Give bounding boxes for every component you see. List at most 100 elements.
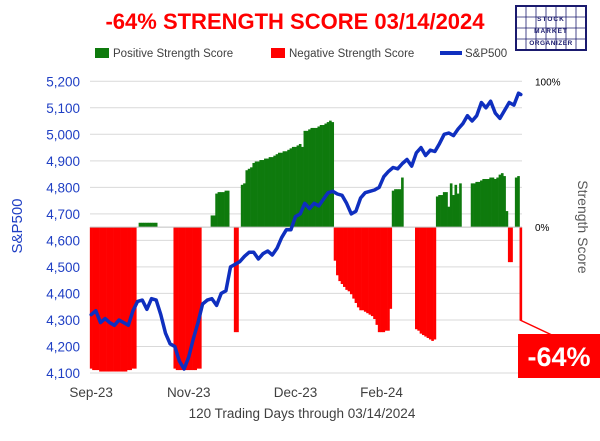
strength-bar <box>178 227 181 371</box>
strength-bar <box>140 222 144 228</box>
strength-bar <box>449 183 453 228</box>
strength-bar <box>438 195 441 228</box>
strength-bar <box>243 183 246 228</box>
strength-bar <box>505 211 509 228</box>
strength-bar <box>120 227 123 372</box>
strength-bar <box>519 227 523 321</box>
strength-bar <box>280 152 283 228</box>
strength-bar <box>284 151 288 228</box>
strength-bar <box>194 227 197 371</box>
strength-bar <box>424 227 427 337</box>
strength-bar <box>222 192 225 228</box>
strength-bar <box>396 189 400 228</box>
y-tick-label: 4,100 <box>46 366 80 381</box>
strength-bar <box>199 227 202 369</box>
strength-bar <box>115 227 119 372</box>
strength-bar <box>294 146 297 228</box>
legend-label-positive: Positive Strength Score <box>113 48 233 60</box>
strength-bar <box>152 222 156 228</box>
x-axis-title: 120 Trading Days through 03/14/2024 <box>189 406 416 421</box>
strength-bar <box>503 176 506 228</box>
strength-bar <box>226 190 230 228</box>
strength-bar <box>271 157 274 228</box>
strength-bar <box>133 227 137 369</box>
strength-bar <box>154 222 158 228</box>
legend: Positive Strength Score Negative Strengt… <box>95 48 507 60</box>
strength-bar <box>336 227 339 276</box>
strength-bar <box>96 227 100 371</box>
y-axis-title: S&P500 <box>9 198 26 253</box>
strength-bar <box>187 227 191 371</box>
strength-bar <box>338 227 341 282</box>
strength-bar <box>310 127 314 228</box>
strength-bar <box>368 227 372 315</box>
strength-bar <box>129 227 132 371</box>
strength-bar <box>233 227 237 333</box>
strength-bar <box>387 227 390 331</box>
strength-bar <box>333 227 337 261</box>
strength-bar <box>182 227 186 371</box>
strength-bar <box>356 227 360 308</box>
strength-bar <box>373 227 376 320</box>
strength-bar <box>259 160 263 228</box>
strength-bar <box>380 227 383 333</box>
strength-bar <box>215 193 218 228</box>
strength-bar <box>487 178 490 228</box>
strength-bar <box>435 196 439 228</box>
strength-bar <box>347 227 351 292</box>
strength-bar <box>370 227 374 317</box>
strength-bar <box>498 174 502 228</box>
strength-bar <box>254 161 258 228</box>
strength-bar <box>252 162 256 228</box>
strength-bar <box>224 190 228 228</box>
strength-bar <box>138 222 142 228</box>
strength-bar <box>445 192 448 228</box>
sp500-line <box>89 91 523 371</box>
strength-bar <box>319 125 323 228</box>
logo-line-1: STOCK <box>537 16 565 23</box>
strength-bar <box>94 227 98 371</box>
strength-bar <box>428 227 432 340</box>
strength-bar <box>124 227 128 372</box>
strength-bar <box>447 206 451 228</box>
score-callout-label: -64% <box>527 342 590 372</box>
strength-bar <box>398 189 402 228</box>
strength-bar <box>456 193 460 228</box>
strength-bar <box>440 195 444 228</box>
strength-bar <box>150 222 153 228</box>
strength-bar <box>401 177 404 228</box>
strength-bar <box>480 180 483 228</box>
strength-bar <box>219 192 223 228</box>
strength-bar <box>352 227 355 299</box>
strength-bar <box>145 222 149 228</box>
negative-bars <box>89 227 523 372</box>
strength-bar <box>470 183 474 228</box>
strength-bar <box>484 178 488 228</box>
positive-bars <box>138 120 520 228</box>
legend-swatch-negative <box>271 48 285 58</box>
strength-bar <box>210 215 214 228</box>
strength-bar <box>261 160 265 228</box>
strength-bar <box>442 192 446 228</box>
strength-bar <box>514 177 518 228</box>
strength-bar <box>431 227 434 341</box>
strength-bar <box>282 151 286 228</box>
strength-bar <box>110 227 114 372</box>
strength-bar <box>236 227 239 333</box>
strength-bar <box>361 227 365 311</box>
x-tick-label: Feb-24 <box>360 385 403 400</box>
strength-bar <box>331 122 335 228</box>
logo-line-3: ORGANIZER <box>529 40 573 47</box>
strength-bar <box>482 178 485 228</box>
strength-bar <box>493 178 497 228</box>
strength-bar <box>324 123 328 228</box>
strength-bar <box>500 173 504 228</box>
y-tick-label: 4,300 <box>46 313 80 328</box>
strength-bar <box>103 227 107 372</box>
y-tick-label: 5,000 <box>46 127 80 142</box>
strength-bar <box>298 143 302 228</box>
strength-bar <box>275 154 279 228</box>
strength-bar <box>113 227 116 372</box>
strength-bar <box>421 227 425 336</box>
